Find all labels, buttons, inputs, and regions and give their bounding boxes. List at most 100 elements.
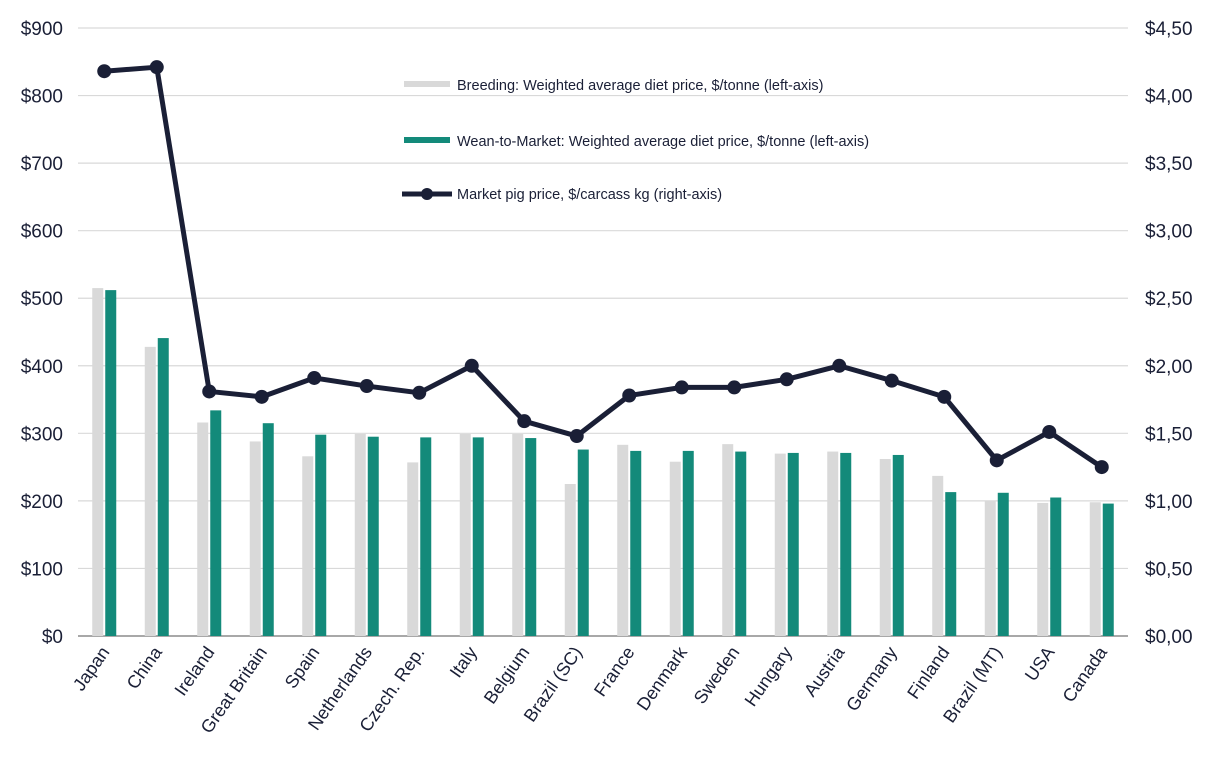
- legend-swatch-breeding: [404, 81, 450, 87]
- category-label: Finland: [903, 643, 953, 703]
- gridlines: [78, 27, 1128, 637]
- category-label: Germany: [842, 643, 901, 715]
- market-pig-price-point: [937, 389, 952, 404]
- right-tick-label: $3,50: [1145, 154, 1193, 175]
- category-label: Japan: [69, 643, 114, 695]
- category-label: Austria: [800, 642, 849, 700]
- left-tick-label: $500: [21, 289, 63, 310]
- bar-breeding: [1037, 502, 1049, 636]
- market-pig-price-point: [254, 389, 269, 404]
- market-pig-price-point: [727, 380, 742, 395]
- right-tick-label: $2,50: [1145, 289, 1193, 310]
- market-pig-price-point: [1094, 460, 1109, 475]
- category-label: China: [123, 642, 167, 693]
- left-tick-label: $900: [21, 19, 63, 40]
- legend-swatch-wean-to-market: [404, 137, 450, 143]
- bar-breeding: [722, 444, 734, 636]
- price-line: [97, 60, 1109, 475]
- bar-breeding: [984, 500, 996, 636]
- legend-label-market-pig-price: Market pig price, $/carcass kg (right-ax…: [457, 187, 722, 203]
- category-label: Hungary: [741, 643, 796, 710]
- left-tick-label: $200: [21, 492, 63, 513]
- bar-breeding: [1089, 502, 1101, 636]
- bar-wean-to-market: [892, 454, 904, 636]
- bar-breeding: [879, 459, 891, 636]
- bar-breeding: [932, 475, 944, 636]
- bar-breeding: [827, 451, 839, 636]
- bar-breeding: [407, 462, 419, 636]
- bar-wean-to-market: [577, 449, 589, 636]
- bar-wean-to-market: [840, 452, 852, 636]
- bars: [92, 288, 1114, 636]
- bar-wean-to-market: [682, 450, 694, 636]
- bar-wean-to-market: [630, 450, 642, 636]
- bar-wean-to-market: [210, 410, 222, 636]
- legend-marker-market-pig-price: [421, 188, 433, 200]
- right-tick-label: $4,00: [1145, 87, 1193, 108]
- bar-wean-to-market: [472, 437, 484, 636]
- legend: Breeding: Weighted average diet price, $…: [402, 78, 869, 203]
- right-tick-label: $1,50: [1145, 424, 1193, 445]
- bar-breeding: [144, 346, 156, 636]
- left-tick-label: $400: [21, 357, 63, 378]
- category-label: Ireland: [171, 643, 219, 700]
- category-label: Italy: [446, 643, 481, 682]
- bar-wean-to-market: [315, 434, 327, 636]
- bar-wean-to-market: [945, 492, 957, 636]
- bar-wean-to-market: [997, 492, 1009, 636]
- bar-breeding: [617, 444, 629, 636]
- market-pig-price-point: [1042, 424, 1057, 439]
- bar-breeding: [302, 456, 314, 636]
- market-pig-price-point: [779, 372, 794, 387]
- right-axis: $0,00 $0,50 $1,00 $1,50 $2,00 $2,50 $3,00 $3,50…: [1145, 19, 1193, 648]
- category-label: Sweden: [690, 643, 744, 708]
- right-tick-label: $0,00: [1145, 627, 1193, 648]
- market-pig-price-point: [622, 388, 637, 403]
- market-pig-price-point: [884, 373, 899, 388]
- left-axis: $0 $100 $200 $300 $400 $500 $600 $700 $800 $900: [21, 19, 63, 648]
- market-pig-price-point: [832, 358, 847, 373]
- category-label: Spain: [281, 643, 324, 692]
- bar-wean-to-market: [157, 338, 169, 636]
- category-label: Denmark: [633, 642, 692, 714]
- left-tick-label: $800: [21, 87, 63, 108]
- bar-breeding: [354, 434, 366, 636]
- left-tick-label: $700: [21, 154, 63, 175]
- bar-wean-to-market: [1050, 497, 1062, 636]
- bar-wean-to-market: [1102, 503, 1114, 636]
- legend-label-wean-to-market: Wean-to-Market: Weighted average diet pr…: [457, 134, 869, 150]
- right-tick-label: $2,00: [1145, 357, 1193, 378]
- bar-breeding: [459, 434, 471, 636]
- bar-breeding: [92, 288, 104, 636]
- market-pig-price-point: [674, 380, 689, 395]
- bar-wean-to-market: [420, 437, 432, 636]
- bar-wean-to-market: [105, 290, 117, 636]
- bar-wean-to-market: [787, 452, 799, 636]
- right-tick-label: $1,00: [1145, 492, 1193, 513]
- category-label: France: [590, 643, 639, 700]
- market-pig-price-point: [307, 370, 322, 385]
- left-tick-label: $300: [21, 424, 63, 445]
- market-pig-price-point: [149, 60, 164, 75]
- category-label: Belgium: [480, 643, 534, 708]
- market-pig-price-point: [517, 414, 532, 429]
- market-pig-price-point: [359, 379, 374, 394]
- category-label: Canada: [1058, 642, 1111, 706]
- left-tick-label: $600: [21, 222, 63, 243]
- bar-breeding: [249, 441, 261, 636]
- category-label: USA: [1021, 643, 1059, 685]
- bar-breeding: [564, 484, 576, 636]
- bar-wean-to-market: [262, 423, 274, 636]
- market-pig-price-point: [412, 385, 427, 400]
- left-tick-label: $100: [21, 559, 63, 580]
- bar-wean-to-market: [367, 436, 379, 636]
- right-tick-label: $3,00: [1145, 222, 1193, 243]
- bar-wean-to-market: [735, 451, 747, 636]
- right-tick-label: $0,50: [1145, 559, 1193, 580]
- legend-label-breeding: Breeding: Weighted average diet price, $…: [457, 78, 823, 94]
- bar-wean-to-market: [525, 438, 537, 636]
- bar-breeding: [669, 461, 681, 636]
